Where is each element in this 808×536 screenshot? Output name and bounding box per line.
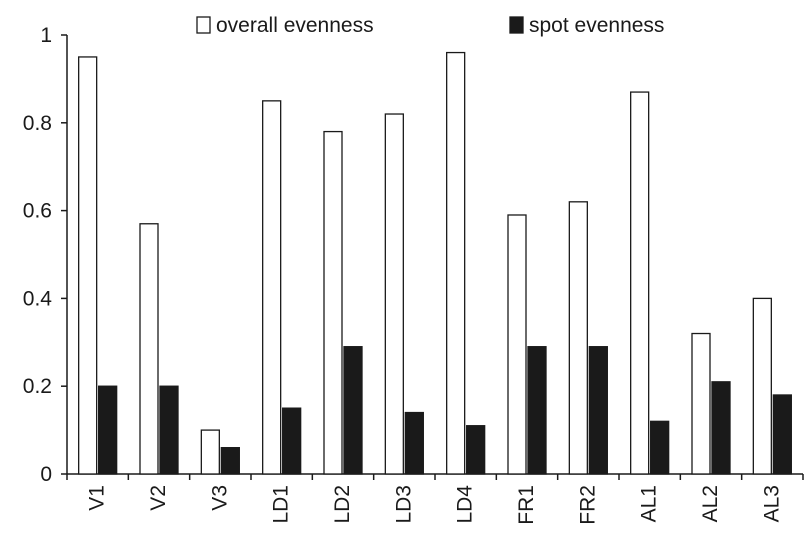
y-tick-label: 0.6	[23, 200, 52, 223]
y-tick-label: 1	[40, 24, 52, 47]
bar-overall-v1	[78, 56, 98, 475]
x-tick-label: LD3	[392, 485, 415, 524]
y-tick-label: 0	[40, 463, 52, 486]
y-tick-label: 0.4	[23, 287, 53, 310]
x-tick-label: AL1	[638, 485, 661, 522]
bar-overall-v3	[200, 429, 220, 475]
y-tick-label: 0.2	[23, 375, 52, 398]
x-tick-label: LD2	[331, 485, 354, 524]
bar-overall-al3	[752, 297, 772, 475]
bar-spot-v2	[159, 385, 179, 475]
bar-overall-ld3	[384, 113, 404, 475]
legend-swatch	[196, 16, 211, 34]
x-tick-label: LD1	[270, 485, 293, 524]
legend-label: overall evenness	[216, 14, 374, 37]
x-tick-label: FR1	[515, 485, 538, 525]
bar-overall-al2	[691, 332, 711, 475]
bar-overall-ld2	[323, 130, 343, 475]
bar-spot-ld1	[282, 407, 302, 475]
bar-overall-fr2	[568, 201, 588, 475]
legend: overall evenness spot evenness	[196, 14, 664, 37]
bar-spot-al3	[772, 394, 792, 475]
bar-spot-ld3	[404, 411, 424, 475]
legend-swatch	[509, 16, 524, 34]
x-tick-label: AL2	[699, 485, 722, 522]
x-tick-label: LD4	[454, 485, 477, 524]
bar-overall-v2	[139, 223, 159, 475]
x-tick-label: AL3	[760, 485, 783, 522]
bar-spot-fr1	[527, 346, 547, 475]
x-tick-label: V1	[86, 485, 109, 511]
axes: 0 0.2 0.4 0.6 0.8 1 V1 V2 V3 LD1 LD2 LD3 LD4 FR1 FR2 AL…	[23, 24, 804, 525]
y-tick-label: 0.8	[23, 112, 52, 135]
bar-overall-al1	[630, 91, 650, 475]
bar-spot-al1	[650, 420, 670, 475]
bar-spot-v3	[220, 447, 240, 475]
x-tick-label: V2	[147, 485, 170, 511]
x-tick-label: V3	[208, 485, 231, 511]
bar-spot-fr2	[588, 346, 608, 475]
bar-spot-v1	[98, 385, 118, 475]
bar-overall-ld1	[262, 100, 282, 475]
bar-overall-fr1	[507, 214, 527, 475]
legend-label: spot evenness	[529, 14, 664, 37]
bar-overall-ld4	[446, 51, 466, 475]
bars	[78, 51, 792, 475]
bar-spot-ld2	[343, 346, 363, 475]
x-tick-label: FR2	[576, 485, 599, 525]
bar-spot-ld4	[466, 425, 486, 475]
bar-spot-al2	[711, 381, 731, 475]
